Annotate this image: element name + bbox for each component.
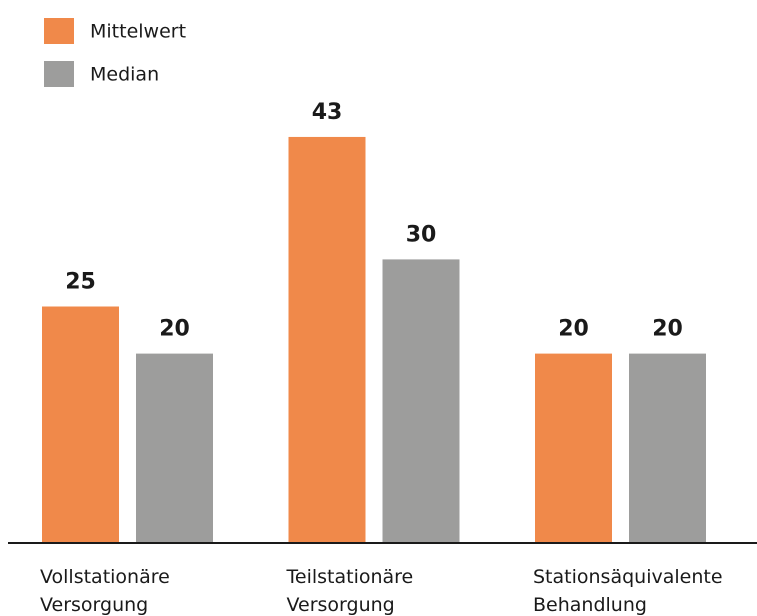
data-label: 20 xyxy=(558,317,589,342)
bar xyxy=(288,136,366,542)
bar xyxy=(382,259,460,542)
x-tick-label: Vollstationäre Versorgung xyxy=(40,566,170,616)
data-label: 20 xyxy=(652,317,683,342)
bar xyxy=(535,353,612,542)
legend-swatch xyxy=(44,18,74,44)
bar xyxy=(136,353,213,542)
data-label: 43 xyxy=(312,100,343,125)
data-label: 20 xyxy=(159,317,190,342)
legend-label: Mittelwert xyxy=(90,21,186,43)
x-tick-label: Stationsäquivalente Behandlung xyxy=(533,566,723,616)
bar xyxy=(42,306,119,542)
legend-label: Median xyxy=(90,64,159,86)
data-label: 30 xyxy=(406,222,437,247)
data-label: 25 xyxy=(65,270,96,295)
bar xyxy=(629,353,706,542)
x-tick-label: Teilstationäre Versorgung xyxy=(286,566,414,616)
legend-swatch xyxy=(44,61,74,87)
